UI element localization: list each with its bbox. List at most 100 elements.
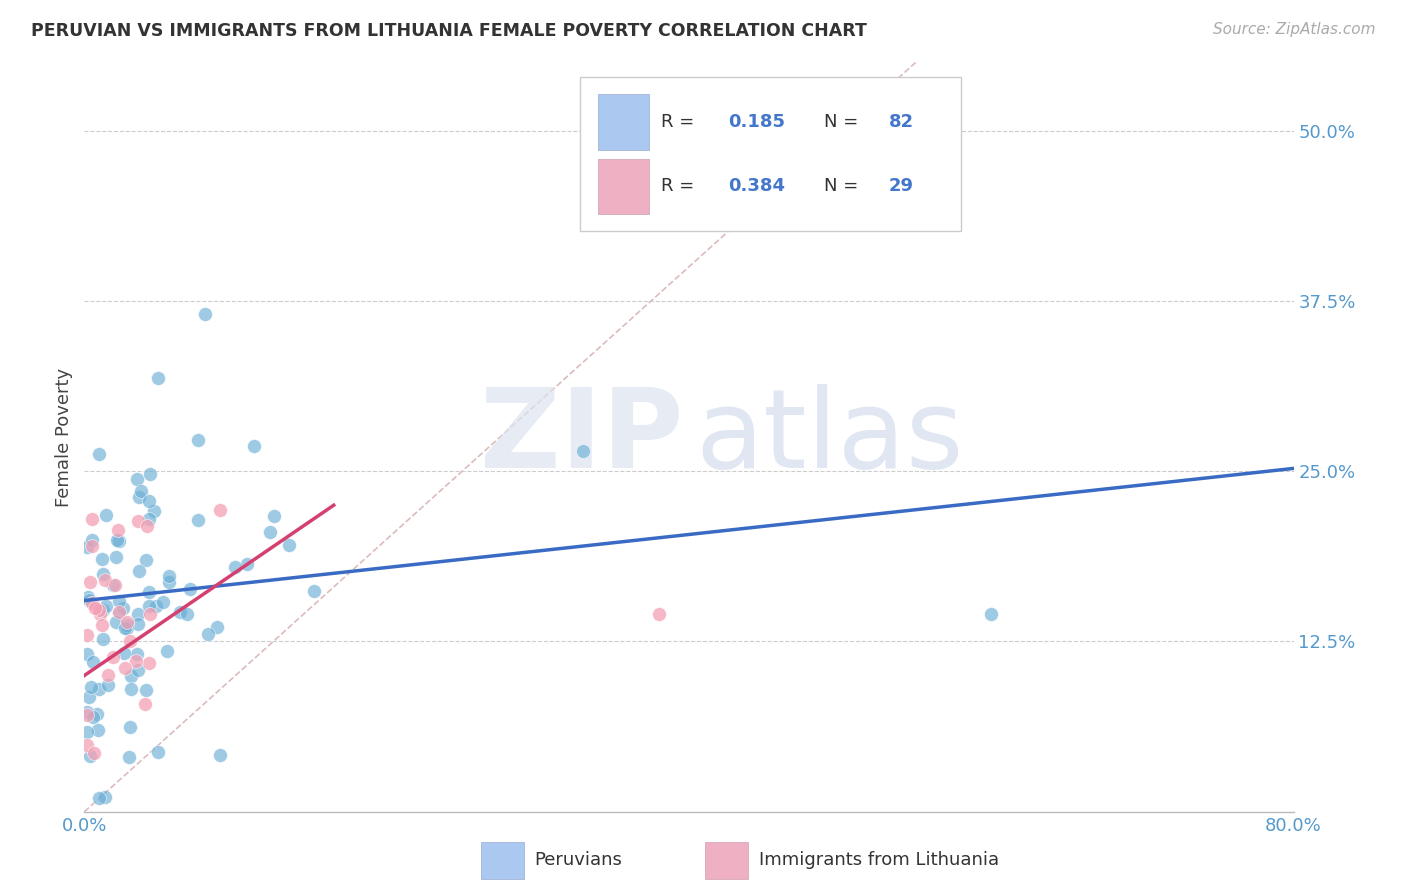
Point <box>101 577 124 591</box>
Point <box>187 513 209 527</box>
Point <box>197 627 219 641</box>
Text: Immigrants from Lithuania: Immigrants from Lithuania <box>759 852 1000 870</box>
Point <box>120 634 142 648</box>
Point <box>114 661 136 675</box>
Point <box>138 585 160 599</box>
Point <box>145 599 167 613</box>
Point <box>91 603 114 617</box>
Point <box>97 678 120 692</box>
Point <box>79 575 101 590</box>
Point <box>127 648 149 662</box>
Point <box>243 439 266 453</box>
Point <box>128 564 150 578</box>
Point <box>980 607 1002 622</box>
Point <box>120 669 142 683</box>
Text: Peruvians: Peruvians <box>534 852 621 870</box>
Point <box>94 790 117 805</box>
Text: Source: ZipAtlas.com: Source: ZipAtlas.com <box>1212 22 1375 37</box>
Point <box>142 504 165 518</box>
Point <box>104 578 127 592</box>
Point <box>91 632 114 647</box>
Text: N =: N = <box>824 178 865 195</box>
Point <box>83 746 105 760</box>
Text: N =: N = <box>824 113 865 131</box>
Point <box>136 519 159 533</box>
Point <box>127 514 149 528</box>
Point <box>135 682 157 697</box>
Point <box>169 605 191 619</box>
Point <box>139 607 162 622</box>
Text: R =: R = <box>661 113 700 131</box>
Point <box>87 791 110 805</box>
FancyBboxPatch shape <box>581 78 962 231</box>
Point <box>176 607 198 621</box>
Point <box>82 655 104 669</box>
Text: 29: 29 <box>889 178 914 195</box>
Point <box>79 748 101 763</box>
Text: 0.185: 0.185 <box>728 113 785 131</box>
Point <box>302 583 325 598</box>
Point <box>157 569 180 583</box>
Point <box>104 549 127 564</box>
Point <box>91 618 114 632</box>
Point <box>89 447 111 461</box>
Point <box>120 682 142 697</box>
Point <box>94 599 117 613</box>
Point <box>263 509 285 524</box>
FancyBboxPatch shape <box>599 159 650 214</box>
Point <box>125 654 148 668</box>
Point <box>105 615 128 630</box>
Point <box>77 690 100 704</box>
Point <box>572 443 595 458</box>
Point <box>138 511 160 525</box>
Point <box>91 566 114 581</box>
Text: 0.384: 0.384 <box>728 178 785 195</box>
Point <box>97 668 120 682</box>
Point <box>148 745 170 759</box>
Point <box>208 747 231 762</box>
Point <box>89 607 111 622</box>
Point <box>80 533 103 548</box>
Point <box>179 582 201 596</box>
Point <box>138 656 160 670</box>
Point <box>76 738 98 752</box>
Point <box>86 706 108 721</box>
Point <box>194 308 217 322</box>
Point <box>115 617 138 632</box>
Point <box>80 596 103 610</box>
Point <box>107 523 129 537</box>
FancyBboxPatch shape <box>481 842 524 879</box>
Point <box>205 620 228 634</box>
Point <box>127 607 149 621</box>
Point <box>118 749 141 764</box>
Point <box>115 621 138 635</box>
Point <box>128 490 150 504</box>
Point <box>224 560 246 574</box>
Point <box>129 484 152 499</box>
FancyBboxPatch shape <box>704 842 748 879</box>
Point <box>111 601 134 615</box>
Point <box>76 648 98 662</box>
Point <box>91 552 114 566</box>
Point <box>138 494 160 508</box>
Text: atlas: atlas <box>695 384 963 491</box>
Point <box>107 593 129 607</box>
Text: 82: 82 <box>889 113 914 131</box>
Y-axis label: Female Poverty: Female Poverty <box>55 368 73 507</box>
Point <box>208 503 231 517</box>
Point <box>112 646 135 660</box>
Point <box>107 607 129 621</box>
Point <box>134 697 156 711</box>
Point <box>80 512 103 526</box>
Point <box>83 600 105 615</box>
Point <box>93 573 115 587</box>
Point <box>277 538 299 552</box>
Point <box>157 574 180 589</box>
Point <box>105 533 128 547</box>
Point <box>76 725 98 739</box>
Point <box>156 643 179 657</box>
Point <box>101 650 124 665</box>
Point <box>87 723 110 738</box>
Point <box>108 533 131 548</box>
Point <box>648 607 671 622</box>
